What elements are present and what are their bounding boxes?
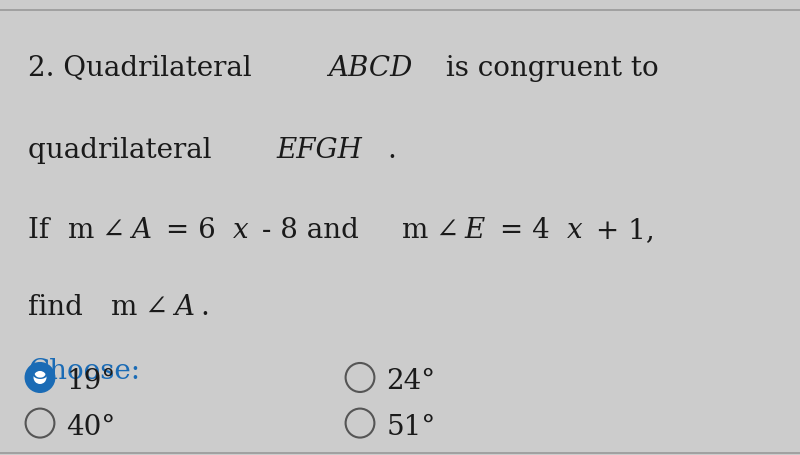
Text: 24°: 24° (386, 368, 435, 394)
Text: x: x (566, 216, 582, 243)
Text: = 4: = 4 (491, 216, 550, 243)
Text: + 1,: + 1, (587, 216, 654, 243)
Text: Choose:: Choose: (28, 357, 140, 384)
Text: ∠: ∠ (144, 293, 167, 320)
Text: find: find (28, 293, 92, 320)
Text: 40°: 40° (66, 413, 116, 440)
Text: m: m (67, 216, 94, 243)
Text: If: If (28, 216, 58, 243)
Text: E: E (465, 216, 485, 243)
Text: ABCD: ABCD (328, 55, 413, 81)
Text: ∠: ∠ (434, 216, 458, 243)
Text: A: A (174, 293, 194, 320)
Text: 51°: 51° (386, 413, 436, 440)
Text: is congruent to: is congruent to (437, 55, 658, 81)
Text: 2. Quadrilateral: 2. Quadrilateral (28, 55, 261, 81)
Text: 19°: 19° (66, 368, 116, 394)
Text: ∠: ∠ (101, 216, 124, 243)
Text: - 8 and: - 8 and (253, 216, 367, 243)
Text: quadrilateral: quadrilateral (28, 136, 221, 163)
Text: A: A (131, 216, 151, 243)
Text: m: m (401, 216, 427, 243)
Text: = 6: = 6 (157, 216, 215, 243)
Text: EFGH: EFGH (276, 136, 362, 163)
Text: m: m (110, 293, 137, 320)
Ellipse shape (26, 363, 54, 392)
Ellipse shape (34, 371, 46, 384)
Text: .: . (200, 293, 209, 320)
Text: x: x (233, 216, 248, 243)
Text: .: . (387, 136, 396, 163)
